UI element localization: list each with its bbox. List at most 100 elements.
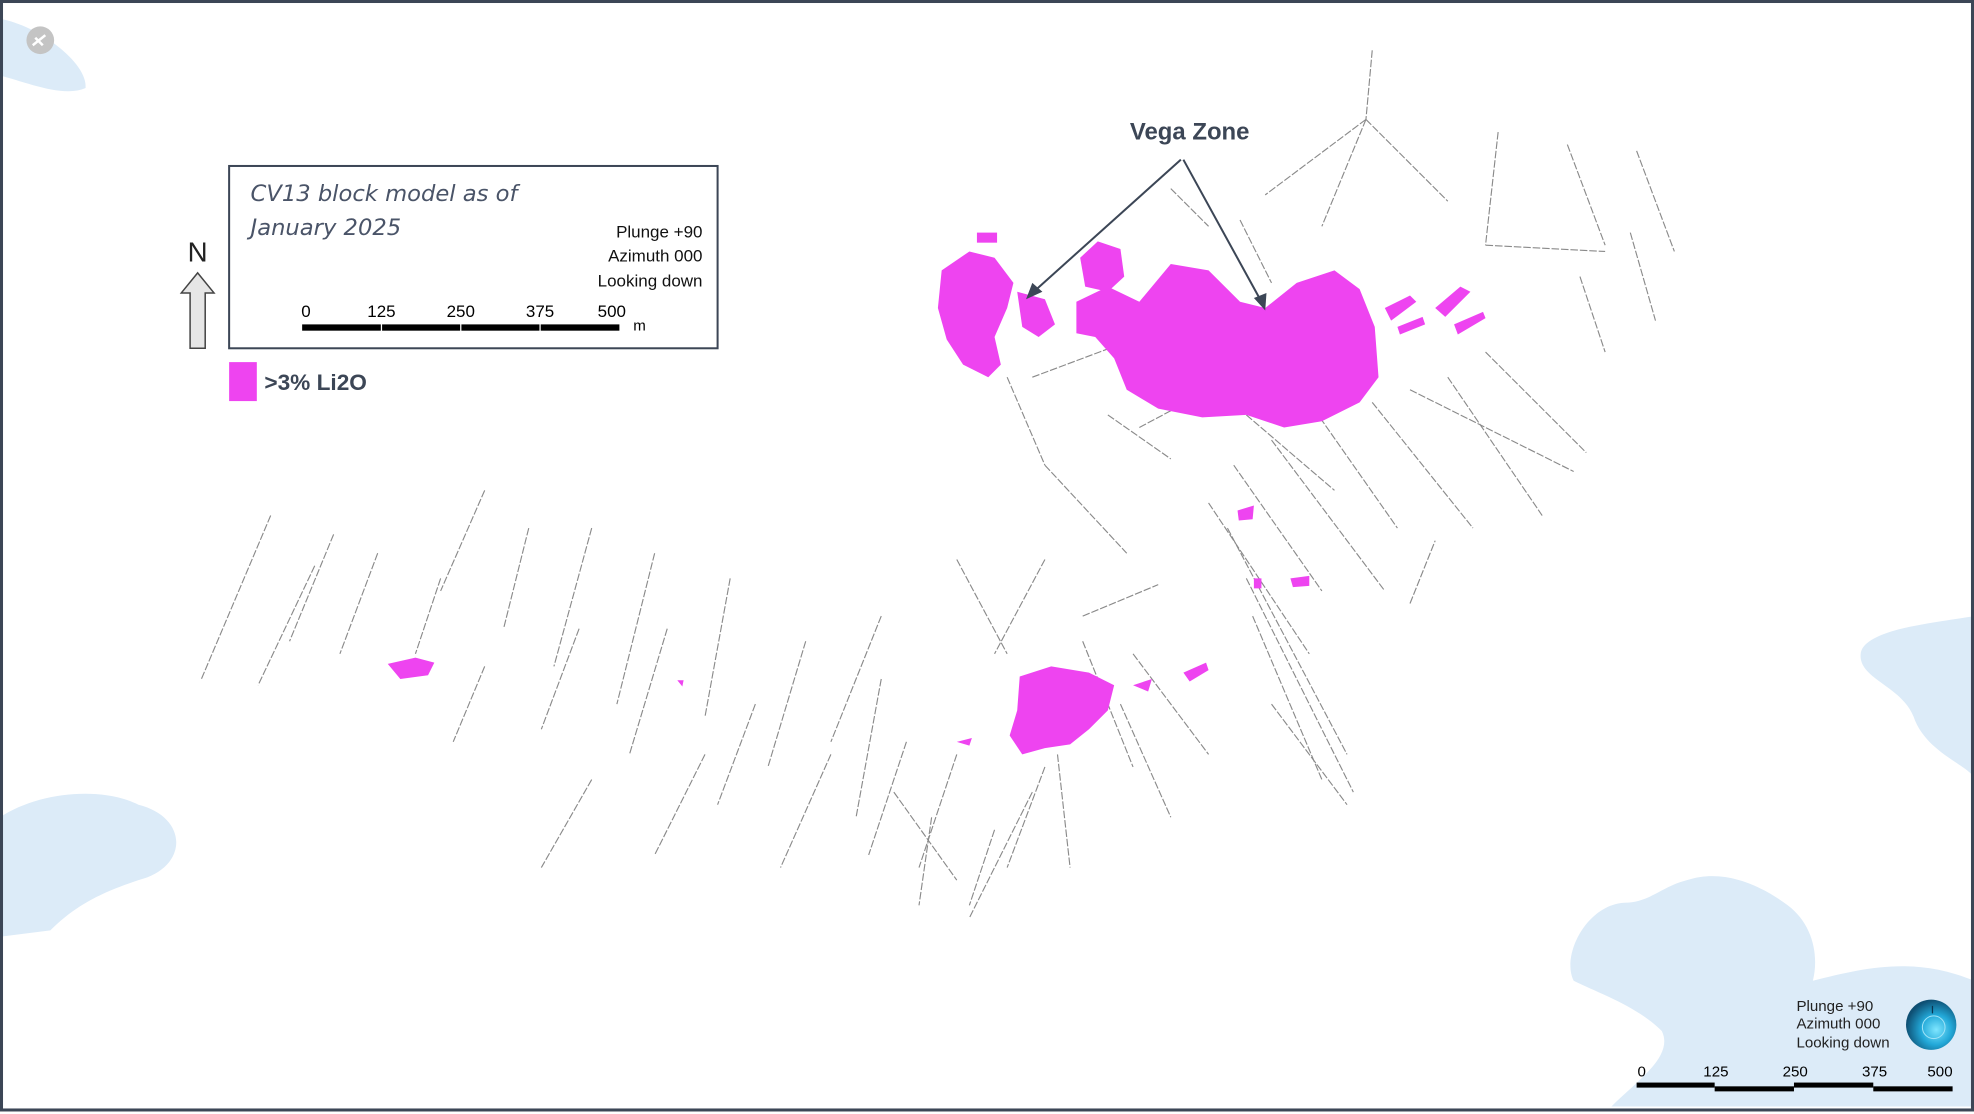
drill-trace (918, 817, 933, 906)
lake-east (1860, 616, 1974, 780)
drill-trace (868, 741, 907, 856)
arrowhead-icon (1026, 282, 1043, 300)
north-arrow-icon (179, 271, 216, 350)
drill-trace (1566, 144, 1606, 246)
block (976, 232, 998, 243)
drill-trace (704, 578, 731, 717)
lake-southwest (0, 793, 177, 937)
scale-tick: 500 (1927, 1063, 1952, 1080)
mineralization-blocks (387, 232, 1486, 755)
drill-trace (1365, 50, 1373, 120)
drill-trace (968, 791, 1033, 919)
vega-zone-label: Vega Zone (1130, 119, 1250, 146)
drill-trace (452, 666, 486, 743)
drill-trace (339, 553, 379, 655)
drill-trace (1264, 118, 1367, 196)
drill-trace (1371, 401, 1474, 529)
drill-trace (1006, 376, 1046, 466)
drill-trace (616, 553, 656, 705)
vega-east-streaks (1384, 286, 1486, 335)
drill-trace (1056, 754, 1071, 868)
drill-trace (767, 641, 807, 768)
drill-trace (1044, 464, 1128, 554)
drill-trace (257, 565, 316, 686)
drill-trace (855, 678, 882, 818)
scale-tick: 250 (1783, 1063, 1808, 1080)
drill-trace (1409, 389, 1574, 473)
legend-box: CV13 block model as of January 2025 Plun… (228, 164, 719, 350)
drill-trace (994, 559, 1046, 655)
scale-tick: 375 (1862, 1063, 1887, 1080)
layer-toggle-icon[interactable] (26, 26, 55, 55)
scale-tick: 375 (526, 302, 554, 321)
drill-trace (1579, 276, 1606, 353)
arrowhead-icon (1253, 292, 1267, 311)
drill-trace (968, 829, 996, 906)
drill-trace (1629, 232, 1657, 321)
drill-trace (1107, 414, 1172, 460)
scale-tick: 0 (301, 302, 310, 321)
drill-trace (414, 578, 442, 654)
small-blocks (677, 505, 1310, 687)
drill-trace (1233, 464, 1323, 592)
vega-arrow-east (1182, 159, 1263, 303)
drill-trace (1308, 402, 1398, 529)
drill-trace (1252, 615, 1323, 780)
vega-arrow-west (1031, 158, 1182, 294)
drill-trace (918, 754, 958, 868)
view-info: Plunge +90 Azimuth 000 Looking down (1796, 998, 1889, 1051)
drill-trace (830, 615, 882, 743)
drill-trace (1239, 219, 1273, 284)
drill-trace (654, 754, 706, 856)
legend-direction: Looking down (598, 272, 703, 291)
legend-plunge: Plunge +90 (616, 223, 702, 242)
scale-tick: 125 (367, 302, 395, 321)
vega-west-finger (1017, 291, 1055, 337)
drill-trace (1170, 188, 1209, 227)
drill-trace (553, 527, 593, 667)
drill-trace (200, 515, 272, 680)
lake-northwest (0, 18, 86, 92)
drill-trace (1447, 376, 1543, 516)
drill-trace (1006, 766, 1046, 868)
drill-trace (1271, 439, 1386, 592)
drill-trace (503, 527, 530, 629)
scale-unit: m (633, 318, 646, 335)
west-small-body (387, 657, 435, 679)
drill-trace (1245, 414, 1335, 491)
drill-trace (780, 754, 832, 868)
li2o-label: >3% Li2O (264, 370, 367, 395)
drill-trace (1365, 119, 1449, 202)
drill-trace (628, 628, 668, 755)
south-streaks (956, 662, 1209, 746)
view-azimuth: Azimuth 000 (1796, 1016, 1880, 1033)
north-label: N (188, 237, 208, 268)
scale-tick: 250 (447, 302, 475, 321)
drill-trace (1226, 527, 1348, 755)
drill-trace (540, 628, 580, 730)
view-orientation-globe-icon[interactable] (1906, 999, 1957, 1050)
drill-trace (1271, 703, 1348, 806)
drill-traces (200, 50, 1675, 919)
drill-trace (1321, 119, 1367, 227)
view-direction: Looking down (1796, 1034, 1889, 1051)
vega-zone-annotation: Vega Zone (1026, 119, 1267, 311)
vega-west-body (937, 251, 1014, 378)
drill-trace (1485, 351, 1587, 454)
drill-trace (1636, 150, 1675, 252)
li2o-swatch (229, 362, 257, 402)
legend-scale-bar: 0 125 250 375 500 m (301, 302, 646, 335)
drill-trace (1485, 244, 1606, 253)
drill-trace (1245, 578, 1354, 793)
drill-trace (717, 703, 756, 805)
bottom-scale-bar: 0 125 250 375 500 (1636, 1063, 1953, 1092)
lakes (0, 18, 1974, 1107)
scale-tick: 0 (1637, 1063, 1645, 1080)
vega-main-body (1076, 264, 1379, 428)
legend-title-line1: CV13 block model as of (251, 181, 521, 207)
drill-trace (893, 791, 958, 881)
li2o-legend-item: >3% Li2O (229, 362, 367, 402)
drill-trace (956, 559, 1008, 655)
